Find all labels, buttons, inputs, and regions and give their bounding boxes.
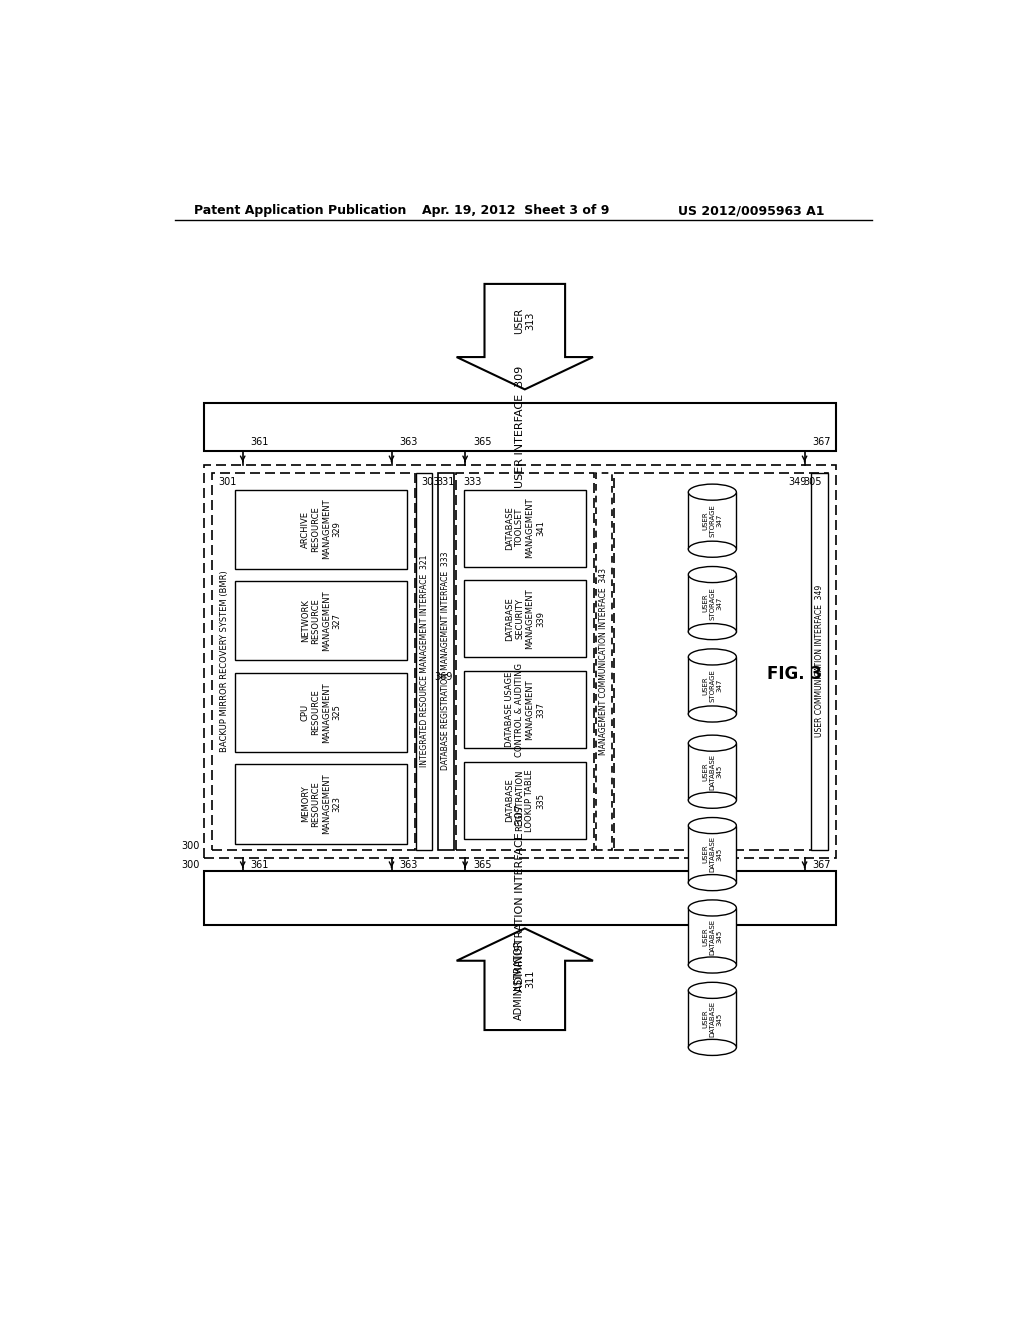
Text: CPU
RESOURCE
MANAGEMENT
325: CPU RESOURCE MANAGEMENT 325 (301, 682, 341, 743)
Bar (234, 673, 407, 752)
Text: USER
DATABASE
345: USER DATABASE 345 (702, 919, 722, 954)
Bar (204, 404, 836, 451)
Text: 300: 300 (181, 861, 200, 870)
Text: USER
STORAGE
347: USER STORAGE 347 (702, 504, 722, 537)
Ellipse shape (688, 706, 736, 722)
Text: 349: 349 (788, 477, 807, 487)
Ellipse shape (688, 484, 736, 500)
Text: DATABASE
TOOLSET
MANAGEMENT
341: DATABASE TOOLSET MANAGEMENT 341 (505, 498, 545, 558)
Bar (614, 473, 827, 850)
Text: 363: 363 (399, 437, 418, 446)
Ellipse shape (688, 735, 736, 751)
Text: 361: 361 (251, 861, 269, 870)
Bar (464, 762, 586, 840)
Bar (234, 581, 407, 660)
Text: DATABASE REGISTRATION MANAGEMENT INTERFACE  333: DATABASE REGISTRATION MANAGEMENT INTERFA… (441, 552, 451, 771)
Text: DATABASE USAGE
CONTROL & AUDITING
MANAGEMENT
337: DATABASE USAGE CONTROL & AUDITING MANAGE… (505, 663, 545, 756)
Bar (464, 581, 586, 657)
Text: NETWORK
RESOURCE
MANAGEMENT
327: NETWORK RESOURCE MANAGEMENT 327 (301, 590, 341, 651)
Bar (204, 871, 836, 924)
Text: USER
STORAGE
347: USER STORAGE 347 (702, 669, 722, 702)
Ellipse shape (688, 792, 736, 808)
Text: BACKUP MIRROR RECOVERY SYSTEM (BMR): BACKUP MIRROR RECOVERY SYSTEM (BMR) (219, 570, 228, 752)
Text: USER INTERFACE  309: USER INTERFACE 309 (515, 366, 524, 488)
Text: USER
DATABASE
345: USER DATABASE 345 (702, 1001, 722, 1038)
Bar (438, 473, 454, 850)
Text: 300: 300 (181, 841, 200, 851)
Text: USER
313: USER 313 (514, 308, 536, 334)
Ellipse shape (688, 875, 736, 891)
Polygon shape (457, 284, 593, 389)
Ellipse shape (688, 1039, 736, 1056)
Bar (688, 657, 736, 714)
Text: 333: 333 (464, 477, 482, 487)
Text: 365: 365 (473, 861, 492, 870)
Ellipse shape (688, 982, 736, 998)
Bar (464, 490, 586, 566)
Ellipse shape (688, 957, 736, 973)
Polygon shape (457, 928, 593, 1030)
Text: 363: 363 (399, 861, 418, 870)
Text: INTEGRATED RESOURCE MANAGEMENT INTERFACE  321: INTEGRATED RESOURCE MANAGEMENT INTERFACE… (420, 554, 429, 767)
Bar (464, 671, 586, 748)
Bar (417, 473, 432, 850)
Bar (811, 473, 827, 850)
Text: MANAGEMENT COMMUNICATION INTERFACE  343: MANAGEMENT COMMUNICATION INTERFACE 343 (599, 568, 608, 755)
Text: 301: 301 (218, 477, 237, 487)
Text: Patent Application Publication: Patent Application Publication (194, 205, 407, 218)
Ellipse shape (688, 900, 736, 916)
Bar (234, 490, 407, 569)
Bar (596, 473, 611, 850)
Bar (688, 743, 736, 800)
Bar (688, 574, 736, 631)
Ellipse shape (688, 817, 736, 834)
Bar (688, 492, 736, 549)
Text: ARCHIVE
RESOURCE
MANAGEMENT
329: ARCHIVE RESOURCE MANAGEMENT 329 (301, 499, 341, 560)
Ellipse shape (688, 649, 736, 665)
Ellipse shape (688, 566, 736, 582)
Text: 367: 367 (812, 437, 830, 446)
Ellipse shape (688, 623, 736, 640)
Bar (234, 764, 407, 843)
Text: 305: 305 (803, 477, 821, 487)
Text: MEMORY
RESOURCE
MANAGEMENT
323: MEMORY RESOURCE MANAGEMENT 323 (301, 774, 341, 834)
Text: ADMINISTRATION INTERFACE  307: ADMINISTRATION INTERFACE 307 (515, 804, 524, 991)
Text: 303: 303 (421, 477, 439, 487)
Ellipse shape (688, 541, 736, 557)
Bar (688, 908, 736, 965)
Text: 361: 361 (251, 437, 269, 446)
Text: 331: 331 (436, 477, 455, 487)
Text: US 2012/0095963 A1: US 2012/0095963 A1 (678, 205, 824, 218)
Text: FIG. 3: FIG. 3 (767, 665, 822, 684)
Text: 367: 367 (812, 861, 830, 870)
Text: USER
DATABASE
345: USER DATABASE 345 (702, 754, 722, 789)
Text: USER
STORAGE
347: USER STORAGE 347 (702, 586, 722, 619)
Text: DATABASE
SECURITY
MANAGEMENT
339: DATABASE SECURITY MANAGEMENT 339 (505, 589, 545, 649)
Text: ADMINISTRATOR
311: ADMINISTRATOR 311 (514, 939, 536, 1019)
Bar (456, 473, 594, 850)
Bar (688, 990, 736, 1047)
Text: DATABASE
REGISTRATION
LOOKUP TABLE
335: DATABASE REGISTRATION LOOKUP TABLE 335 (505, 770, 545, 832)
Text: Apr. 19, 2012  Sheet 3 of 9: Apr. 19, 2012 Sheet 3 of 9 (423, 205, 610, 218)
Bar (204, 465, 836, 858)
Text: 365: 365 (473, 437, 492, 446)
Text: 369: 369 (434, 672, 453, 681)
Text: USER
DATABASE
345: USER DATABASE 345 (702, 836, 722, 873)
Bar (688, 825, 736, 883)
Bar (212, 473, 415, 850)
Text: USER COMMUNICATION INTERFACE  349: USER COMMUNICATION INTERFACE 349 (815, 585, 823, 738)
